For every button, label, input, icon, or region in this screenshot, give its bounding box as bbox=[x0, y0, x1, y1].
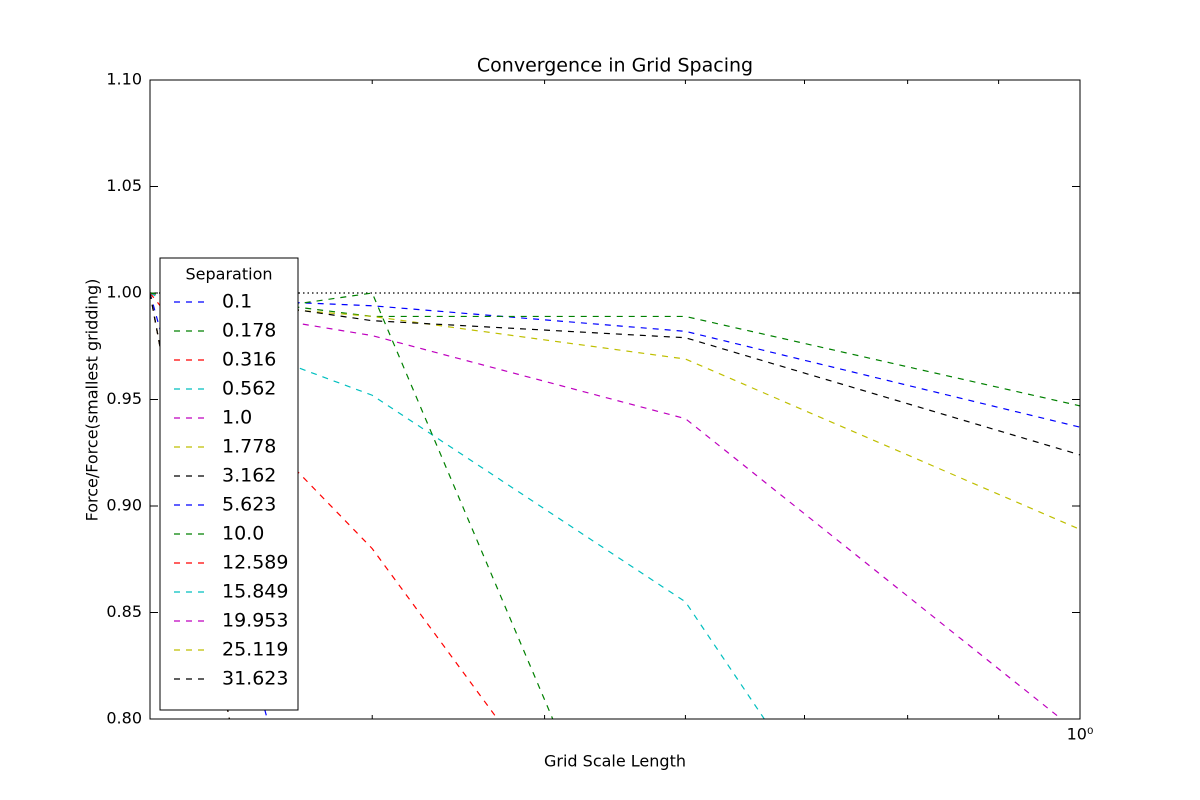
series-line bbox=[150, 292, 766, 719]
plot-frame bbox=[149, 79, 1081, 720]
legend-label: 0.1 bbox=[222, 291, 252, 313]
x-axis-label: Grid Scale Length bbox=[544, 752, 686, 771]
legend-label: 0.178 bbox=[222, 320, 276, 342]
legend-label: 3.162 bbox=[222, 465, 276, 487]
series-line bbox=[150, 292, 499, 719]
legend-label: 19.953 bbox=[222, 610, 288, 632]
legend-label: 15.849 bbox=[222, 581, 288, 603]
legend-label: 0.316 bbox=[222, 349, 276, 371]
y-tick-label: 0.80 bbox=[106, 709, 142, 728]
legend-label: 5.623 bbox=[222, 494, 276, 516]
legend-label: 1.0 bbox=[222, 407, 252, 429]
y-tick-label: 1.00 bbox=[106, 283, 142, 302]
legend-title: Separation bbox=[186, 265, 273, 284]
series-line bbox=[150, 292, 1080, 428]
legend-label: 0.562 bbox=[222, 378, 276, 400]
legend-label: 12.589 bbox=[222, 552, 288, 574]
y-tick-label: 1.10 bbox=[106, 70, 142, 89]
legend-label: 10.0 bbox=[222, 523, 264, 545]
legend-label: 1.778 bbox=[222, 436, 276, 458]
y-axis-label: Force/Force(smallest gridding) bbox=[83, 279, 102, 522]
y-tick-label: 0.85 bbox=[106, 602, 142, 621]
legend-box bbox=[159, 257, 299, 711]
series-line bbox=[150, 292, 1080, 456]
x-tick-label: 10⁰ bbox=[1067, 725, 1094, 744]
y-tick-label: 0.95 bbox=[106, 389, 142, 408]
legend: Separation 0.1 0.178 0.316 0.562 1.0 1.778 3.16… bbox=[159, 257, 299, 711]
plot-area bbox=[150, 292, 1080, 719]
y-tick-label: 0.90 bbox=[106, 496, 142, 515]
legend-label: 31.623 bbox=[222, 668, 288, 690]
legend-label: 25.119 bbox=[222, 639, 288, 661]
chart-title: Convergence in Grid Spacing bbox=[477, 55, 753, 77]
y-tick-label: 1.05 bbox=[106, 176, 142, 195]
